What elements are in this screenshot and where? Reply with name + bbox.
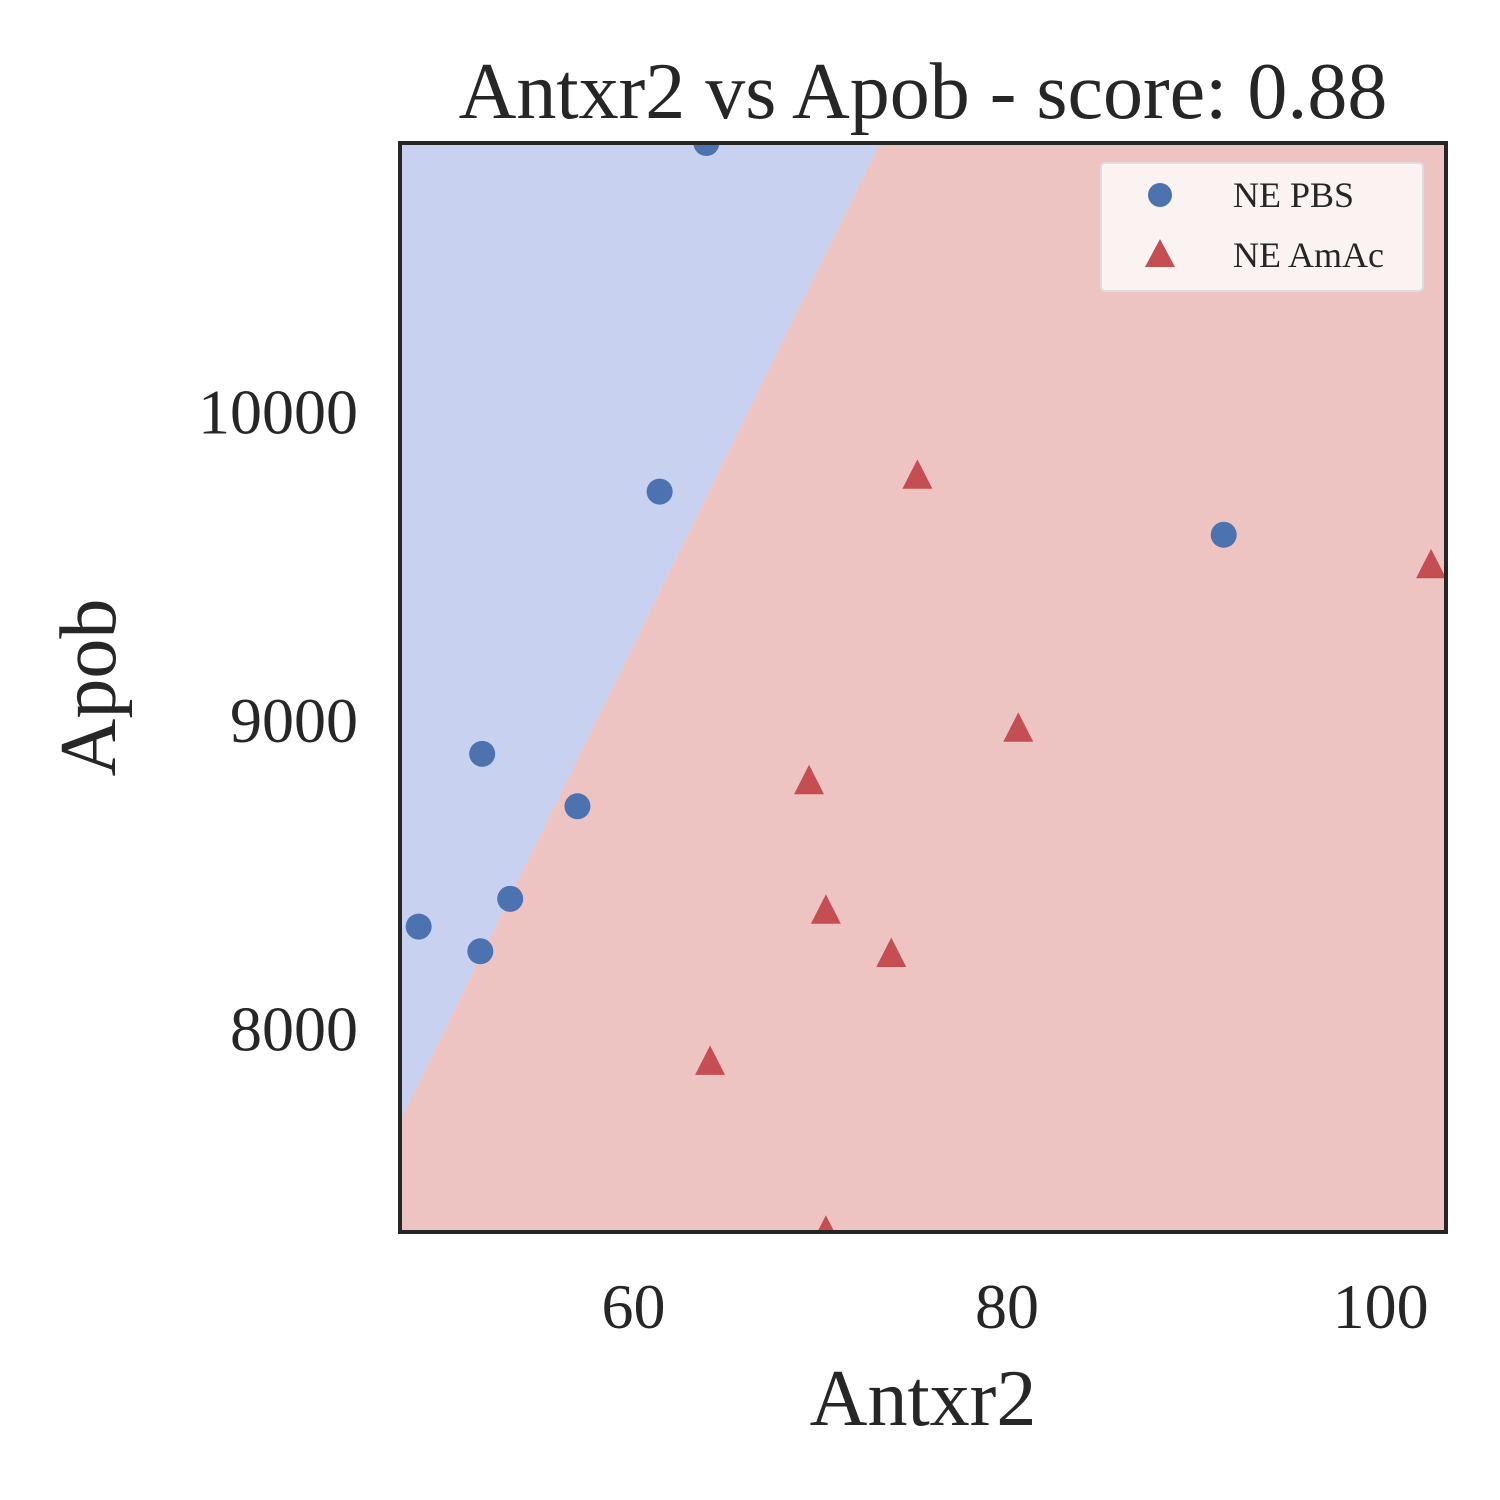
legend-label: NE AmAc [1233, 235, 1384, 275]
legend-label: NE PBS [1233, 175, 1354, 215]
x-tick-label: 80 [975, 1271, 1039, 1342]
y-tick-label: 10000 [198, 376, 358, 447]
x-axis-label: Antxr2 [810, 1355, 1037, 1443]
series-ne-amac [695, 459, 1446, 1232]
data-point [902, 459, 933, 489]
data-point [1210, 521, 1237, 548]
data-point [564, 793, 591, 820]
data-point [876, 937, 907, 967]
data-point [810, 894, 841, 924]
x-tick-label: 60 [601, 1271, 665, 1342]
plot-area [400, 143, 1446, 1232]
data-point [693, 143, 720, 156]
legend-box [1100, 162, 1424, 292]
legend: NE PBS NE AmAc [1100, 162, 1424, 292]
series-ne-pbs [405, 143, 1237, 965]
legend-marker-circle [1148, 183, 1172, 207]
data-point [1416, 548, 1446, 579]
data-point [469, 740, 496, 767]
chart-title: Antxr2 vs Apob - score: 0.88 [459, 48, 1388, 136]
y-tick-label: 8000 [230, 993, 358, 1064]
region-ne-pbs [400, 143, 881, 1232]
data-point [497, 885, 524, 912]
data-point [695, 1045, 726, 1075]
plot-frame [398, 141, 1448, 1234]
data-point [405, 913, 432, 940]
y-tick-label: 9000 [230, 685, 358, 756]
x-tick-label: 100 [1333, 1271, 1429, 1342]
y-axis-label: Apob [45, 599, 133, 777]
legend-marker-triangle [1145, 239, 1175, 267]
data-point [646, 478, 673, 505]
y-axis-ticks: 8000 9000 10000 [198, 376, 358, 1064]
data-point [1003, 712, 1034, 742]
x-axis-ticks: 60 80 100 [601, 1271, 1428, 1342]
data-point [817, 1215, 835, 1232]
data-point [467, 938, 494, 965]
data-point [794, 764, 825, 795]
